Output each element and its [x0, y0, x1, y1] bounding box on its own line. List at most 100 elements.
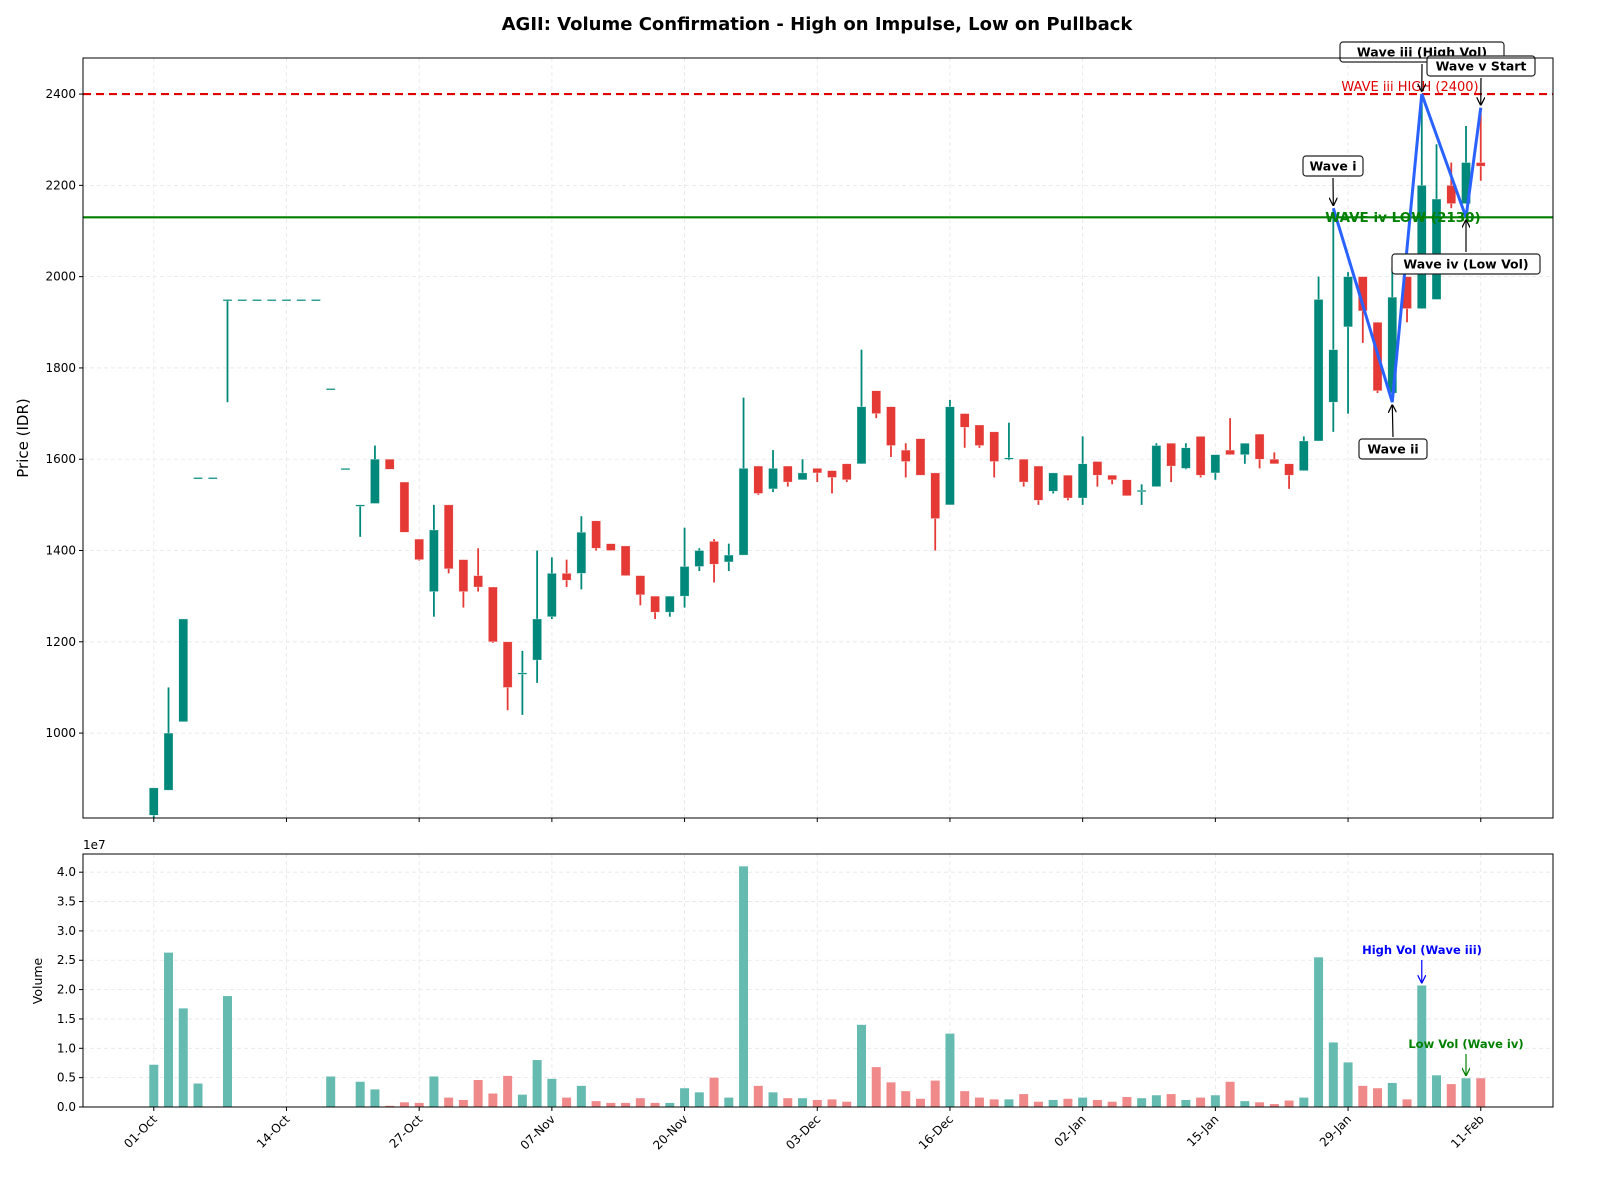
candle [207, 477, 218, 480]
volume-bar [458, 1099, 468, 1107]
volume-bar [1476, 1078, 1486, 1107]
x-tick-label: 16-Dec [916, 1112, 956, 1152]
candle [1343, 272, 1353, 414]
volume-bar [1092, 1099, 1102, 1107]
chart-title: AGII: Volume Confirmation - High on Impu… [502, 14, 1134, 35]
candle-body [1225, 449, 1235, 455]
candle [738, 397, 749, 556]
candle-body [488, 586, 498, 643]
x-tick-label: 07-Nov [518, 1112, 558, 1152]
candle-body [738, 468, 749, 556]
volume-bar [532, 1060, 542, 1107]
candle-body [370, 458, 380, 504]
volume-annotation-label: Low Vol (Wave iv) [1408, 1037, 1523, 1051]
volume-bar [385, 1105, 395, 1107]
candle-body [1299, 440, 1309, 471]
candle-body [1417, 185, 1427, 309]
volume-bar [1122, 1097, 1132, 1107]
volume-bar [503, 1075, 513, 1107]
candle-body [429, 529, 439, 592]
volume-bar [1033, 1101, 1043, 1107]
volume-bar [1255, 1102, 1265, 1107]
volume-bar [1166, 1094, 1176, 1107]
volume-bar [812, 1099, 822, 1107]
volume-bar [1314, 957, 1324, 1107]
candle [650, 595, 660, 619]
volume-annotation-label: High Vol (Wave iii) [1362, 943, 1482, 957]
candle-body [443, 504, 454, 570]
candle-body [193, 477, 203, 480]
candle-body [679, 566, 690, 597]
volume-y-tick-label: 0.5 [57, 1071, 76, 1085]
candle [591, 520, 601, 551]
volume-bar [1063, 1098, 1073, 1107]
volume-bar [915, 1098, 925, 1107]
candle-body [1254, 433, 1265, 460]
candle [679, 527, 690, 608]
candle-body [768, 468, 778, 490]
candle [1107, 474, 1117, 485]
candle-body [576, 532, 587, 574]
volume-bar [709, 1077, 719, 1107]
candle-body [827, 470, 837, 478]
candle [1077, 436, 1088, 505]
horizontal-level-label: WAVE iv LOW (2130) [1325, 210, 1480, 226]
candle [827, 470, 837, 494]
candle [856, 349, 867, 465]
volume-bar [842, 1101, 852, 1107]
candle [1166, 442, 1176, 483]
candle-body [1210, 454, 1221, 474]
candle-body [1181, 447, 1191, 469]
candle-body [1284, 463, 1294, 476]
wave-annotation-label: Wave v Start [1436, 59, 1527, 74]
volume-bar [1019, 1094, 1029, 1107]
candle [665, 595, 675, 617]
candle [1151, 443, 1162, 487]
volume-y-tick-label: 3.5 [57, 895, 76, 909]
wave-annotation-label: Wave iv (Low Vol) [1403, 257, 1528, 272]
candle-body [1063, 474, 1073, 499]
volume-bar [1240, 1101, 1250, 1107]
volume-bar [473, 1079, 483, 1107]
volume-y-tick-label: 0.0 [57, 1100, 76, 1114]
candle [561, 559, 572, 588]
candle-body [886, 406, 896, 446]
candle [635, 575, 646, 606]
candle [842, 463, 852, 483]
candle [355, 504, 365, 537]
candle-body [591, 520, 601, 549]
candle [1195, 436, 1206, 478]
candle [1210, 454, 1221, 480]
x-tick-label: 03-Dec [783, 1112, 823, 1152]
candle-body [724, 554, 734, 563]
candle-body [1431, 198, 1442, 300]
candle-body [620, 545, 631, 576]
horizontal-level-label: WAVE iii HIGH (2400) [1341, 80, 1478, 95]
candle [709, 539, 719, 583]
wave-annotation-label: Wave ii [1367, 442, 1418, 457]
volume-y-tick-label: 4.0 [57, 865, 76, 879]
elliott-wave-line [1331, 93, 1483, 403]
candle-body [842, 463, 852, 481]
volume-bar [1446, 1084, 1456, 1107]
candle [325, 388, 336, 391]
volume-bar [1387, 1082, 1397, 1107]
candle-body [945, 406, 955, 506]
x-tick-label: 01-Oct [121, 1112, 160, 1151]
volume-bar [444, 1097, 454, 1107]
candle-body [1195, 436, 1206, 476]
candle [724, 543, 734, 572]
volume-bar [222, 996, 232, 1107]
candle-body [1136, 490, 1147, 493]
candle-body [340, 468, 351, 471]
candle-body [871, 390, 881, 414]
candle-body [1092, 461, 1103, 476]
candle-body [149, 787, 159, 816]
candle-body [473, 575, 483, 588]
candle [1225, 418, 1235, 455]
annotation-box [1358, 438, 1428, 460]
volume-bar [326, 1076, 336, 1107]
x-tick-label: 29-Jan [1317, 1112, 1354, 1149]
volume-bar [1107, 1101, 1117, 1107]
volume-bar [1151, 1095, 1161, 1107]
